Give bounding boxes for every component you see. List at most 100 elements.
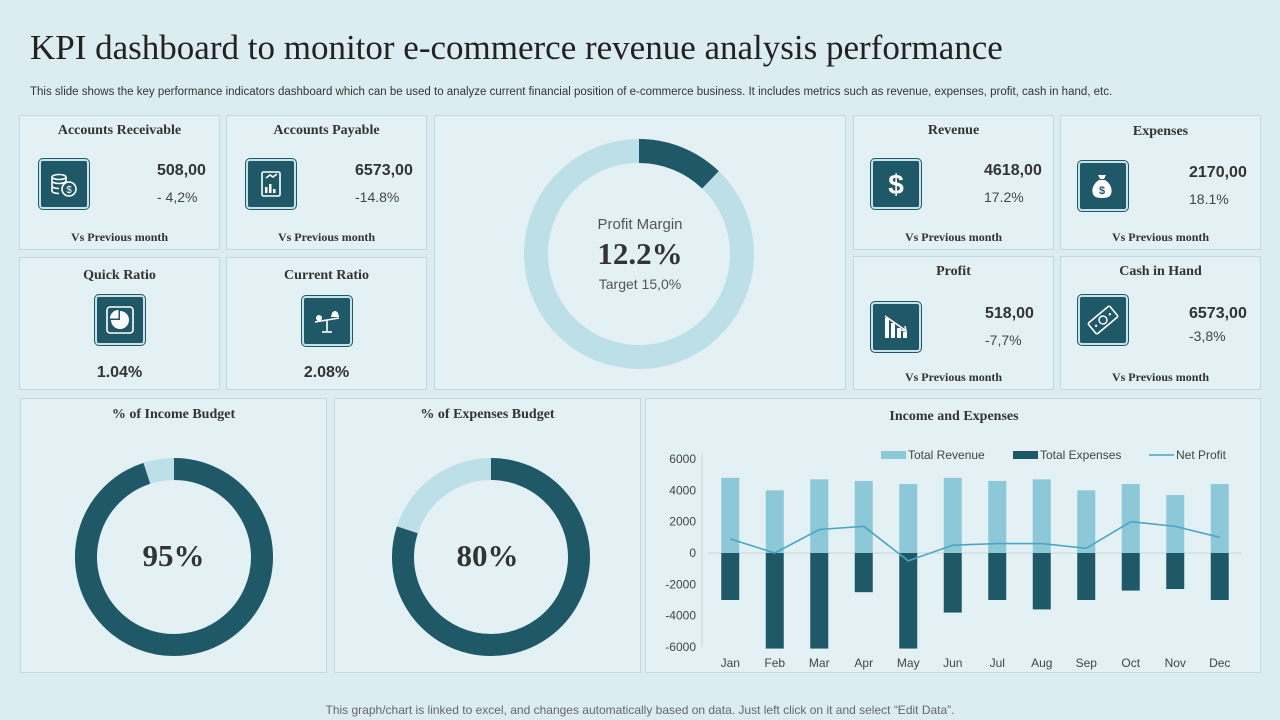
- page-title: KPI dashboard to monitor e-commerce reve…: [30, 28, 1003, 67]
- expenses-bar: [1121, 553, 1140, 591]
- kpi-change: - 4,2%: [157, 189, 198, 205]
- y-tick-label: 2000: [669, 515, 696, 529]
- chart-title: Income and Expenses: [889, 409, 1019, 424]
- legend-swatch: [1013, 451, 1038, 459]
- profit-margin-value-arc: [638, 139, 719, 189]
- income-expenses-card[interactable]: Income and Expenses 6000 4000 2000 0 -2000 -4…: [645, 398, 1261, 673]
- kpi-change: -14.8%: [355, 189, 400, 205]
- revenue-bar: [1077, 490, 1096, 553]
- expenses-budget-card[interactable]: % of Expenses Budget 80%: [334, 398, 641, 673]
- kpi-footer: Vs Previous month: [70, 230, 169, 244]
- card-title: % of Income Budget: [111, 407, 236, 422]
- x-tick-label: Jul: [990, 656, 1005, 670]
- kpi-change: 17.2%: [984, 189, 1024, 205]
- svg-text:$: $: [1099, 185, 1105, 197]
- money-bag-icon: $: [1078, 161, 1128, 211]
- card-title: Accounts Receivable: [57, 123, 182, 138]
- card-title: Current Ratio: [284, 268, 369, 283]
- income-budget-donut: [75, 458, 273, 656]
- accounts-payable-card[interactable]: Accounts Payable 6573,00 -14.8% Vs Previ…: [226, 115, 427, 250]
- kpi-footer: Vs Previous month: [904, 370, 1003, 384]
- x-tick-label: Jan: [721, 656, 740, 670]
- kpi-value: 4618,00: [984, 162, 1042, 179]
- expenses-bar: [1210, 553, 1229, 600]
- profit-margin-value: 12.2%: [597, 236, 683, 271]
- kpi-footer: Vs Previous month: [277, 230, 376, 244]
- kpi-footer: Vs Previous month: [1111, 230, 1210, 244]
- x-tick-label: Oct: [1121, 656, 1140, 670]
- net-profit-line: [730, 520, 1220, 562]
- x-tick-label: Sep: [1076, 656, 1098, 670]
- svg-text:$: $: [66, 185, 72, 196]
- footer-note: This graph/chart is linked to excel, and…: [325, 703, 955, 717]
- income-budget-value-arc: [75, 458, 273, 656]
- y-tick-label: 0: [689, 546, 696, 560]
- revenue-bar: [899, 484, 918, 553]
- legend-label: Total Revenue: [908, 448, 985, 462]
- expenses-bar: [854, 553, 873, 593]
- expenses-budget-donut: [392, 458, 590, 656]
- y-tick-label: 6000: [669, 452, 696, 466]
- x-tick-label: May: [897, 656, 920, 670]
- expenses-bar: [1166, 553, 1185, 590]
- expenses-bar: [1032, 553, 1051, 610]
- revenue-bar: [943, 477, 962, 553]
- y-tick-label: -4000: [665, 609, 696, 623]
- x-tick-label: Feb: [764, 656, 785, 670]
- y-tick-label: 4000: [669, 483, 696, 497]
- income-budget-card[interactable]: % of Income Budget 95%: [20, 398, 327, 673]
- expenses-bar: [810, 553, 829, 649]
- profit-margin-label: Profit Margin: [597, 216, 683, 233]
- card-title: Profit: [936, 264, 971, 279]
- revenue-bar: [810, 479, 829, 553]
- banknote-icon: [1078, 295, 1128, 345]
- x-tick-label: Dec: [1209, 656, 1230, 670]
- expenses-card[interactable]: Expenses $ 2170,00 18.1% Vs Previous mon…: [1060, 115, 1261, 250]
- kpi-value: 6573,00: [355, 162, 413, 179]
- quick-ratio-card[interactable]: Quick Ratio 1.04%: [19, 257, 220, 390]
- kpi-change: -3,8%: [1189, 328, 1226, 344]
- income-budget-value: 95%: [142, 538, 205, 573]
- kpi-value: 518,00: [985, 305, 1034, 322]
- page-subtitle: This slide shows the key performance ind…: [30, 86, 1113, 98]
- cash-in-hand-card[interactable]: Cash in Hand 6573,00 -3,8% Vs Previous m…: [1060, 256, 1261, 390]
- expenses-bar: [1077, 553, 1096, 600]
- card-title: Cash in Hand: [1119, 264, 1202, 279]
- revenue-bar: [721, 477, 740, 553]
- dollar-icon: $: [871, 159, 921, 209]
- expenses-budget-value-arc: [392, 458, 590, 656]
- revenue-bar: [988, 480, 1007, 553]
- declining-bars-icon: [871, 302, 921, 352]
- svg-text:$: $: [888, 169, 904, 200]
- kpi-footer: Vs Previous month: [1111, 370, 1210, 384]
- kpi-change: -7,7%: [985, 332, 1022, 348]
- expenses-bar: [943, 553, 962, 613]
- kpi-footer: Vs Previous month: [904, 230, 1003, 244]
- x-tick-label: Nov: [1165, 656, 1186, 670]
- kpi-value: 2.08%: [303, 364, 350, 381]
- y-tick-label: -2000: [665, 577, 696, 591]
- expenses-bar: [721, 553, 740, 600]
- accounts-receivable-card[interactable]: Accounts Receivable $ 508,00 - 4,2% Vs P…: [19, 115, 220, 250]
- card-title: % of Expenses Budget: [420, 407, 555, 422]
- revenue-bar: [765, 490, 784, 553]
- profit-margin-target: Target 15,0%: [598, 276, 682, 292]
- x-tick-label: Mar: [809, 656, 830, 670]
- expenses-bar: [765, 553, 784, 649]
- x-tick-label: Apr: [854, 656, 873, 670]
- expenses-bar: [899, 553, 918, 649]
- card-title: Expenses: [1132, 124, 1189, 139]
- profit-margin-donut: [524, 139, 754, 369]
- legend-label: Total Expenses: [1040, 448, 1121, 462]
- kpi-value: 508,00: [157, 162, 206, 179]
- profit-margin-card[interactable]: Profit Margin 12.2% Target 15,0%: [434, 115, 846, 390]
- revenue-bar: [1032, 479, 1051, 553]
- revenue-bar: [1166, 495, 1185, 553]
- revenue-bar: [1210, 484, 1229, 553]
- profit-card[interactable]: Profit 518,00 -7,7% Vs Previous month: [853, 256, 1054, 390]
- current-ratio-card[interactable]: Current Ratio 2.08%: [226, 257, 427, 390]
- revenue-card[interactable]: Revenue $ 4618,00 17.2% Vs Previous mont…: [853, 115, 1054, 250]
- kpi-change: 18.1%: [1189, 191, 1229, 207]
- card-title: Revenue: [927, 123, 980, 138]
- coins-icon: $: [39, 159, 89, 209]
